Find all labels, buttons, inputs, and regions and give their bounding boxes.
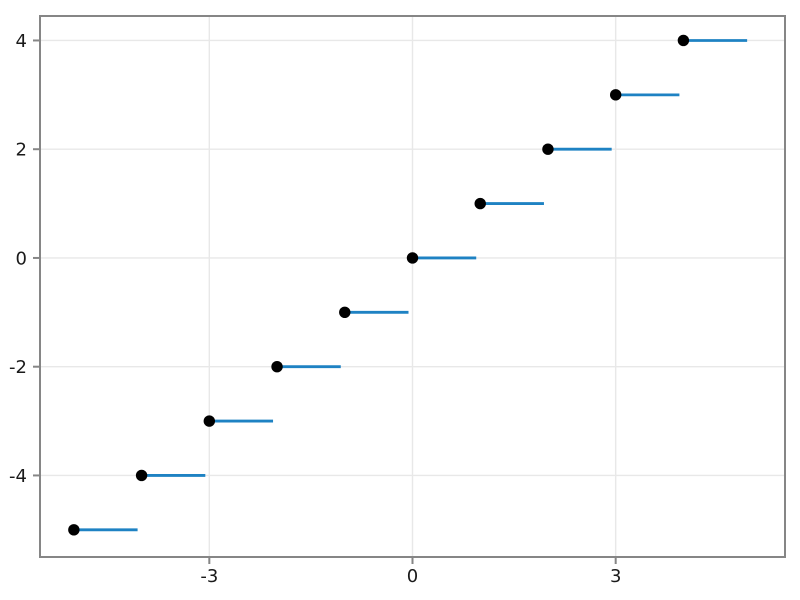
data-point [339,306,351,319]
data-point [203,415,216,427]
y-tick-label: 2 [16,140,27,161]
data-point [271,360,283,373]
y-tick-label: -2 [9,357,27,378]
data-point [68,524,80,536]
data-point [406,252,419,264]
x-tick-label: 3 [610,566,621,587]
y-tick-label: -4 [9,466,27,487]
y-tick-label: 4 [16,31,27,52]
data-point [542,143,554,155]
x-tick-label: -3 [200,566,218,587]
x-tick-label: 0 [407,566,418,587]
plot-frame [39,15,786,558]
data-point [474,197,486,210]
y-tick-label: 0 [16,248,27,269]
data-point [677,34,690,47]
data-point [135,469,148,482]
data-point [609,89,622,101]
